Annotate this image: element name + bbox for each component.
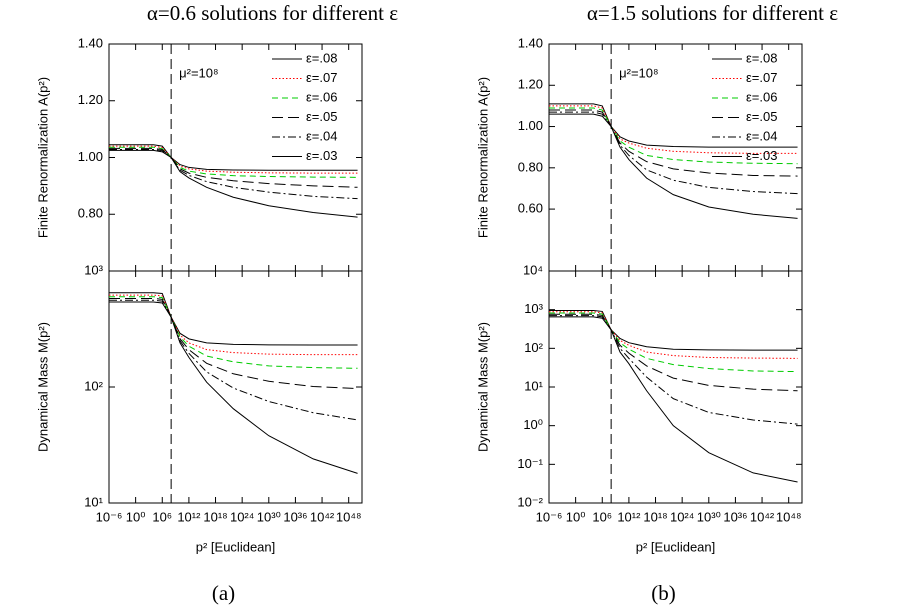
series-line (109, 146, 358, 178)
y-tick-label: 10¹ (84, 494, 103, 509)
x-tick-label: 10⁴² (750, 509, 775, 524)
y-tick-label: 1.00 (518, 118, 543, 133)
plot-frame (548, 270, 803, 504)
y-axis-label: Finite Renormalization A(p²) (475, 77, 490, 238)
series-line (109, 296, 358, 369)
x-tick-label: 10¹² (617, 509, 641, 524)
series-line (109, 149, 358, 200)
caption: (b) (651, 581, 676, 605)
x-axis-label: p² [Euclidean] (636, 539, 716, 554)
y-tick-label: 10⁻¹ (517, 456, 543, 471)
x-axis-label: p² [Euclidean] (196, 539, 276, 554)
y-tick-label: 1.20 (78, 92, 103, 107)
x-tick-label: 10¹⁸ (643, 509, 667, 524)
series-line (549, 111, 798, 195)
caption: (a) (212, 581, 235, 605)
series-line (109, 149, 358, 218)
legend-label: ε=.03 (746, 148, 777, 163)
x-tick-label: 10²⁴ (670, 509, 694, 524)
legend-label: ε=.03 (306, 148, 337, 163)
legend-label: ε=.05 (306, 109, 337, 124)
series-line (109, 294, 358, 356)
x-tick-label: 10⁶ (592, 509, 612, 524)
y-tick-label: 10³ (524, 301, 543, 316)
series-line (109, 144, 358, 171)
series-line (109, 147, 358, 188)
x-tick-label: 10⁻⁶ (96, 509, 123, 524)
legend-label: ε=.08 (746, 50, 777, 65)
x-tick-label: 10¹² (177, 509, 201, 524)
y-axis-label: Dynamical Mass M(p²) (475, 322, 490, 452)
x-tick-label: 10⁶ (152, 509, 172, 524)
legend-label: ε=.06 (306, 89, 337, 104)
x-tick-label: 10³⁰ (697, 509, 721, 524)
series-line (549, 316, 798, 483)
y-tick-label: 0.80 (78, 206, 103, 221)
legend-label: ε=.08 (306, 50, 337, 65)
y-tick-label: 10² (84, 378, 103, 393)
legend-label: ε=.04 (306, 128, 337, 143)
series-line (549, 109, 798, 177)
series-line (109, 299, 358, 421)
series-line (549, 310, 798, 351)
chart-title: α=0.6 solutions for different ε (147, 1, 398, 25)
plot-frame (108, 270, 363, 504)
x-tick-label: 10⁴⁸ (776, 509, 802, 524)
y-tick-label: 1.40 (78, 35, 103, 50)
x-tick-label: 10²⁴ (230, 509, 254, 524)
y-axis-label: Dynamical Mass M(p²) (35, 322, 50, 452)
x-tick-label: 10⁴⁸ (336, 509, 362, 524)
series-line (549, 107, 798, 165)
series-line (109, 301, 358, 474)
legend-label: ε=.04 (746, 128, 777, 143)
x-tick-label: 10¹⁸ (203, 509, 227, 524)
x-tick-label: 10⁰ (126, 509, 146, 524)
legend-label: ε=.05 (746, 109, 777, 124)
y-tick-label: 0.60 (518, 201, 543, 216)
x-tick-label: 10³⁶ (283, 509, 307, 524)
series-line (549, 312, 798, 373)
series-line (109, 297, 358, 390)
y-tick-label: 10⁴ (523, 262, 543, 277)
y-tick-label: 0.80 (518, 159, 543, 174)
y-tick-label: 1.40 (518, 35, 543, 50)
series-line (549, 103, 798, 148)
x-tick-label: 10⁻⁶ (536, 509, 563, 524)
y-tick-label: 10² (524, 340, 543, 355)
x-tick-label: 10⁴² (310, 509, 335, 524)
legend-label: ε=.07 (746, 70, 777, 85)
legend-label: ε=.06 (746, 89, 777, 104)
y-tick-label: 10³ (84, 262, 103, 277)
series-line (549, 311, 798, 359)
x-tick-label: 10³⁶ (723, 509, 747, 524)
series-line (549, 105, 798, 154)
x-tick-label: 10⁰ (566, 509, 586, 524)
y-tick-label: 10⁰ (523, 417, 543, 432)
series-line (549, 313, 798, 392)
annotation: μ²=10⁸ (619, 65, 658, 80)
series-line (549, 113, 798, 219)
y-tick-label: 1.00 (78, 149, 103, 164)
legend-label: ε=.07 (306, 70, 337, 85)
series-line (549, 315, 798, 425)
annotation: μ²=10⁸ (179, 65, 218, 80)
x-tick-label: 10³⁰ (257, 509, 281, 524)
y-tick-label: 1.20 (518, 77, 543, 92)
series-line (109, 292, 358, 346)
y-tick-label: 10¹ (524, 378, 543, 393)
y-axis-label: Finite Renormalization A(p²) (35, 77, 50, 238)
y-tick-label: 10⁻² (517, 494, 543, 509)
chart-title: α=1.5 solutions for different ε (587, 1, 838, 25)
series-line (109, 145, 358, 174)
